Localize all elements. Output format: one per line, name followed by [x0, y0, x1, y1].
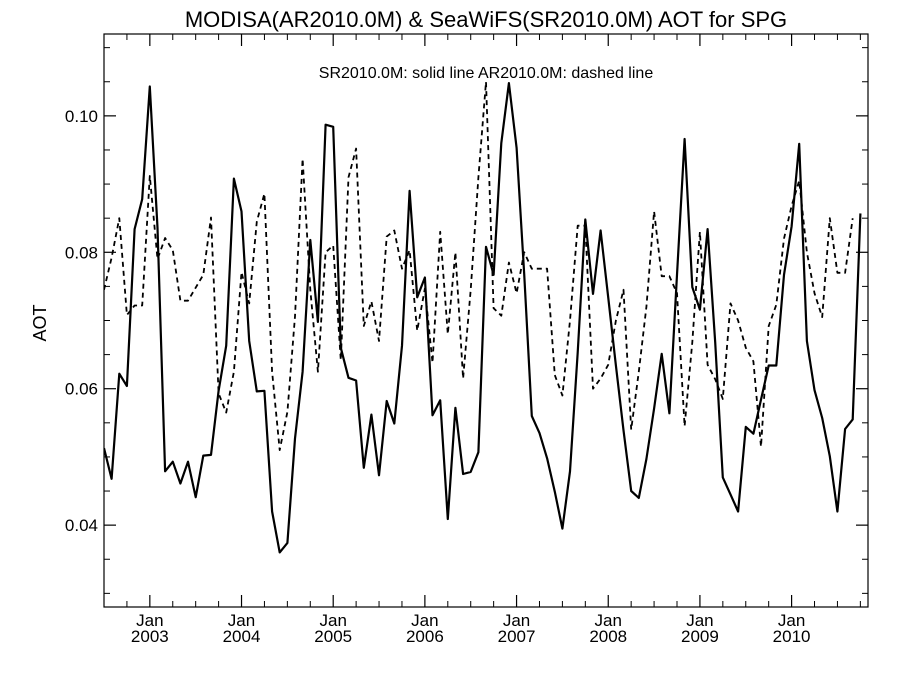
x-tick-month-label: Jan	[228, 611, 255, 630]
chart-title: MODISA(AR2010.0M) & SeaWiFS(SR2010.0M) A…	[185, 7, 787, 32]
x-tick-month-label: Jan	[778, 611, 805, 630]
legend-annotation: SR2010.0M: solid line AR2010.0M: dashed …	[319, 65, 654, 82]
x-tick-year-label: 2009	[681, 627, 719, 646]
x-tick-year-label: 2008	[589, 627, 627, 646]
y-tick-label: 0.06	[65, 380, 98, 399]
x-tick-month-label: Jan	[595, 611, 622, 630]
x-tick-month-label: Jan	[503, 611, 530, 630]
x-tick-year-label: 2004	[223, 627, 261, 646]
plot-area: 0.040.060.080.10Jan2003Jan2004Jan2005Jan…	[65, 33, 869, 646]
x-tick-month-label: Jan	[411, 611, 438, 630]
y-tick-label: 0.04	[65, 516, 98, 535]
x-tick-year-label: 2006	[406, 627, 444, 646]
y-axis-label: AOT	[30, 304, 50, 341]
series-line-sr2010-0m	[104, 82, 862, 554]
y-tick-label: 0.08	[65, 243, 98, 262]
x-tick-year-label: 2010	[773, 627, 811, 646]
plot-frame	[103, 33, 869, 608]
x-tick-month-label: Jan	[686, 611, 713, 630]
x-tick-year-label: 2007	[498, 627, 536, 646]
series-line-ar2010-0m	[104, 80, 854, 451]
x-tick-month-label: Jan	[136, 611, 163, 630]
x-tick-year-label: 2005	[314, 627, 352, 646]
y-tick-label: 0.10	[65, 107, 98, 126]
x-tick-month-label: Jan	[319, 611, 346, 630]
x-tick-year-label: 2003	[131, 627, 169, 646]
